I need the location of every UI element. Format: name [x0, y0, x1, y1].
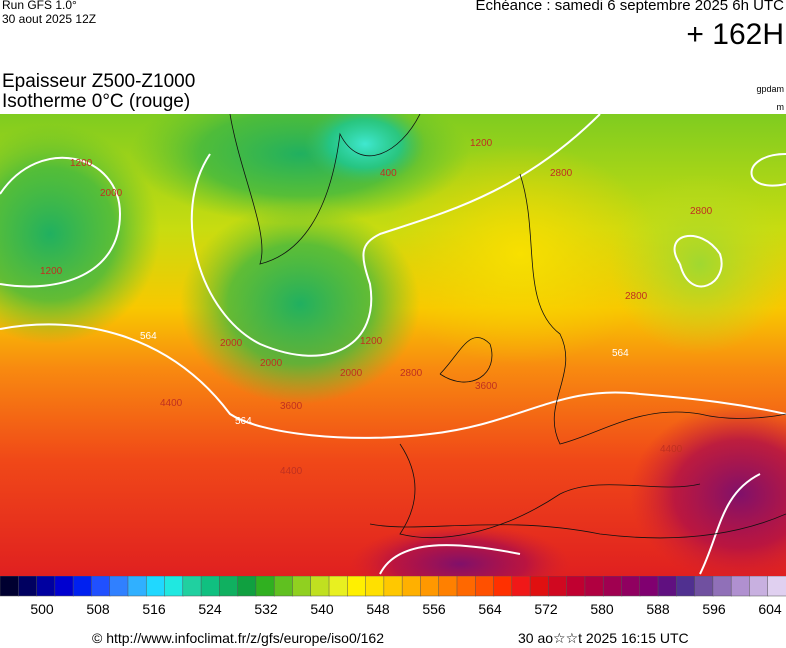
colorbar-swatch: [200, 576, 221, 597]
contour-label: 1200: [40, 266, 63, 277]
colorbar-swatch: [347, 576, 367, 597]
contour-label: 1200: [70, 158, 93, 169]
contour-label: 2000: [220, 338, 243, 349]
contour-label: 564: [140, 331, 157, 342]
contour-label: 3600: [280, 401, 303, 412]
colorbar-tick-label: 596: [702, 601, 726, 617]
colorbar-swatch: [456, 576, 477, 597]
contour-label: 2000: [260, 358, 283, 369]
title-line2: Isotherme 0°C (rouge): [2, 91, 191, 112]
colorbar-swatch: [365, 576, 385, 597]
contour-label: 400: [380, 168, 397, 179]
colorbar-tick-label: 548: [366, 601, 390, 617]
unit-thickness: gpdam: [756, 84, 784, 94]
colorbar-swatch: [219, 576, 239, 597]
colorbar-swatch: [273, 576, 294, 597]
colorbar-tick-label: 564: [478, 601, 502, 617]
contour-label: 2000: [340, 368, 363, 379]
colorbar-swatch: [328, 576, 349, 597]
colorbar-swatch: [18, 576, 38, 597]
run-label: Run GFS 1.0°: [2, 0, 77, 12]
contour-label: 1200: [360, 336, 383, 347]
colorbar-swatch: [145, 576, 166, 597]
colorbar-swatch: [493, 576, 513, 597]
colorbar-swatch: [164, 576, 184, 597]
colorbar: 500 508 516 524 532 540 548 556 564 572 580 588 596 6…: [0, 576, 786, 617]
colorbar-swatch: [72, 576, 93, 597]
colorbar-swatch: [657, 576, 678, 597]
colorbar-swatch: [91, 576, 111, 597]
colorbar-tick-label: 516: [142, 601, 166, 617]
unit-isotherm: m: [776, 102, 785, 112]
map: 1200 2000 1200 400 2000 1200 2000 2000 2800 3600 5…: [0, 114, 786, 576]
colorbar-swatch: [749, 576, 769, 597]
colorbar-tick-label: 556: [422, 601, 446, 617]
colorbar-swatch: [255, 576, 275, 597]
colorbar-tick-label: 588: [646, 601, 670, 617]
colorbar-swatch: [182, 576, 202, 597]
colorbar-swatch: [438, 576, 458, 597]
contour-label: 2800: [550, 168, 573, 179]
contour-label: 2800: [400, 368, 423, 379]
colorbar-swatch: [511, 576, 531, 597]
contour-label: 4400: [660, 444, 683, 455]
colorbar-swatch: [621, 576, 641, 597]
contour-label: 564: [235, 416, 252, 427]
contour-label: 1200: [470, 138, 493, 149]
colorbar-swatch: [401, 576, 422, 597]
colorbar-tick-label: 524: [198, 601, 222, 617]
colorbar-swatch: [602, 576, 623, 597]
colorbar-tick-label: 500: [30, 601, 54, 617]
colorbar-tick-label: 572: [534, 601, 558, 617]
colorbar-tick-label: 508: [86, 601, 110, 617]
colorbar-swatch: [767, 576, 786, 597]
contour-label: 2800: [625, 291, 648, 302]
colorbar-tick-label: 532: [254, 601, 278, 617]
colorbar-swatch: [54, 576, 74, 597]
source-url: © http://www.infoclimat.fr/z/gfs/europe/…: [92, 630, 385, 646]
colorbar-swatch: [109, 576, 129, 597]
colorbar-swatch: [383, 576, 403, 597]
colorbar-swatch: [730, 576, 751, 597]
title-line1: Epaisseur Z500-Z1000: [2, 71, 196, 92]
colorbar-swatch: [529, 576, 550, 597]
contour-label: 3600: [475, 381, 498, 392]
colorbar-swatch: [694, 576, 714, 597]
colorbar-swatch: [0, 576, 20, 597]
colorbar-swatch: [475, 576, 495, 597]
forecast-time: Echéance : samedi 6 septembre 2025 6h UT…: [475, 0, 784, 14]
colorbar-tick-label: 580: [590, 601, 614, 617]
colorbar-swatch: [566, 576, 586, 597]
contour-label: 564: [612, 348, 629, 359]
colorbar-swatch: [712, 576, 732, 597]
colorbar-swatch: [420, 576, 440, 597]
contour-label: 2000: [100, 188, 123, 199]
contour-label: 4400: [160, 398, 183, 409]
lead-time: + 162H: [686, 18, 784, 51]
contour-label: 2800: [690, 206, 713, 217]
colorbar-swatch: [584, 576, 604, 597]
generated-time: 30 ao☆☆t 2025 16:15 UTC: [518, 630, 689, 646]
colorbar-swatch: [127, 576, 147, 597]
colorbar-swatch: [548, 576, 568, 597]
colorbar-tick-label: 604: [758, 601, 782, 617]
colorbar-swatch: [639, 576, 659, 597]
run-date: 30 aout 2025 12Z: [2, 12, 97, 26]
colorbar-swatch: [237, 576, 257, 597]
contour-label: 4400: [280, 466, 303, 477]
colorbar-tick-label: 540: [310, 601, 334, 617]
colorbar-swatch: [676, 576, 696, 597]
colorbar-swatch: [36, 576, 56, 597]
colorbar-swatch: [310, 576, 330, 597]
colorbar-swatch: [292, 576, 312, 597]
